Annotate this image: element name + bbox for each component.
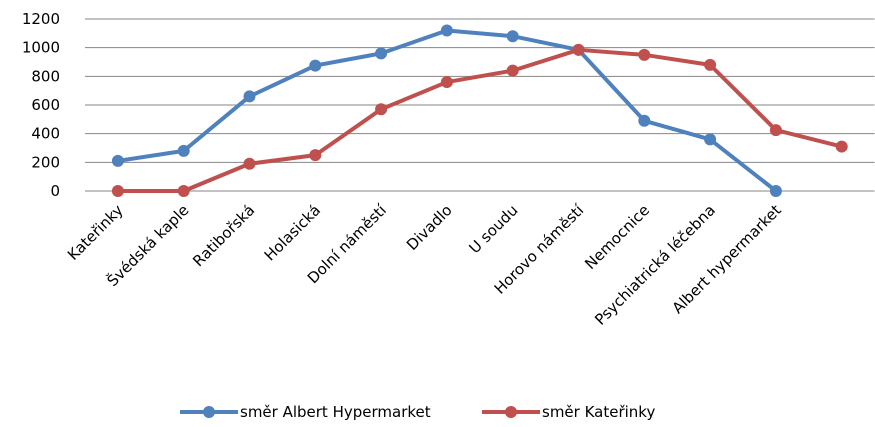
y-tick-label: 400 [31,125,60,143]
data-point [111,154,124,167]
data-point [769,185,782,197]
data-point [638,48,651,61]
data-point [704,58,717,71]
data-point [177,185,190,197]
data-point [243,157,256,170]
data-point [375,47,388,60]
data-point [309,149,322,162]
data-point [177,144,190,157]
series-line [117,47,843,193]
data-point [572,43,585,56]
data-point [243,90,256,103]
legend-label: směr Albert Hypermarket [240,403,431,421]
y-tick-label: 600 [31,96,60,114]
data-point [111,185,124,197]
y-tick-label: 1000 [22,39,60,57]
data-point [704,133,717,146]
data-point [506,64,519,77]
legend-marker [203,406,215,418]
x-tick-label: Holasická [261,201,324,264]
y-tick-label: 800 [31,67,60,85]
data-point [440,76,453,89]
x-tick-label: Psychiatrická léčebna [591,201,719,329]
x-tick-label: U soudu [465,201,521,257]
y-tick-label: 1200 [22,10,60,28]
data-point [440,24,453,37]
data-point [506,30,519,43]
x-tick-label: Ratibořská [189,201,258,270]
data-point [835,140,848,153]
y-tick-label: 0 [50,182,60,200]
series-line [117,28,778,193]
x-tick-label: Albert hypermarket [669,201,785,317]
x-tick-label: Nemocnice [581,201,653,273]
data-point [769,124,782,137]
data-point [375,103,388,116]
legend-label: směr Kateřinky [542,403,655,421]
legend-marker [505,406,517,418]
data-point [309,59,322,72]
data-point [638,114,651,127]
y-tick-label: 200 [31,153,60,171]
x-tick-label: Divadlo [403,201,456,254]
x-tick-label: Kateřinky [64,201,127,264]
